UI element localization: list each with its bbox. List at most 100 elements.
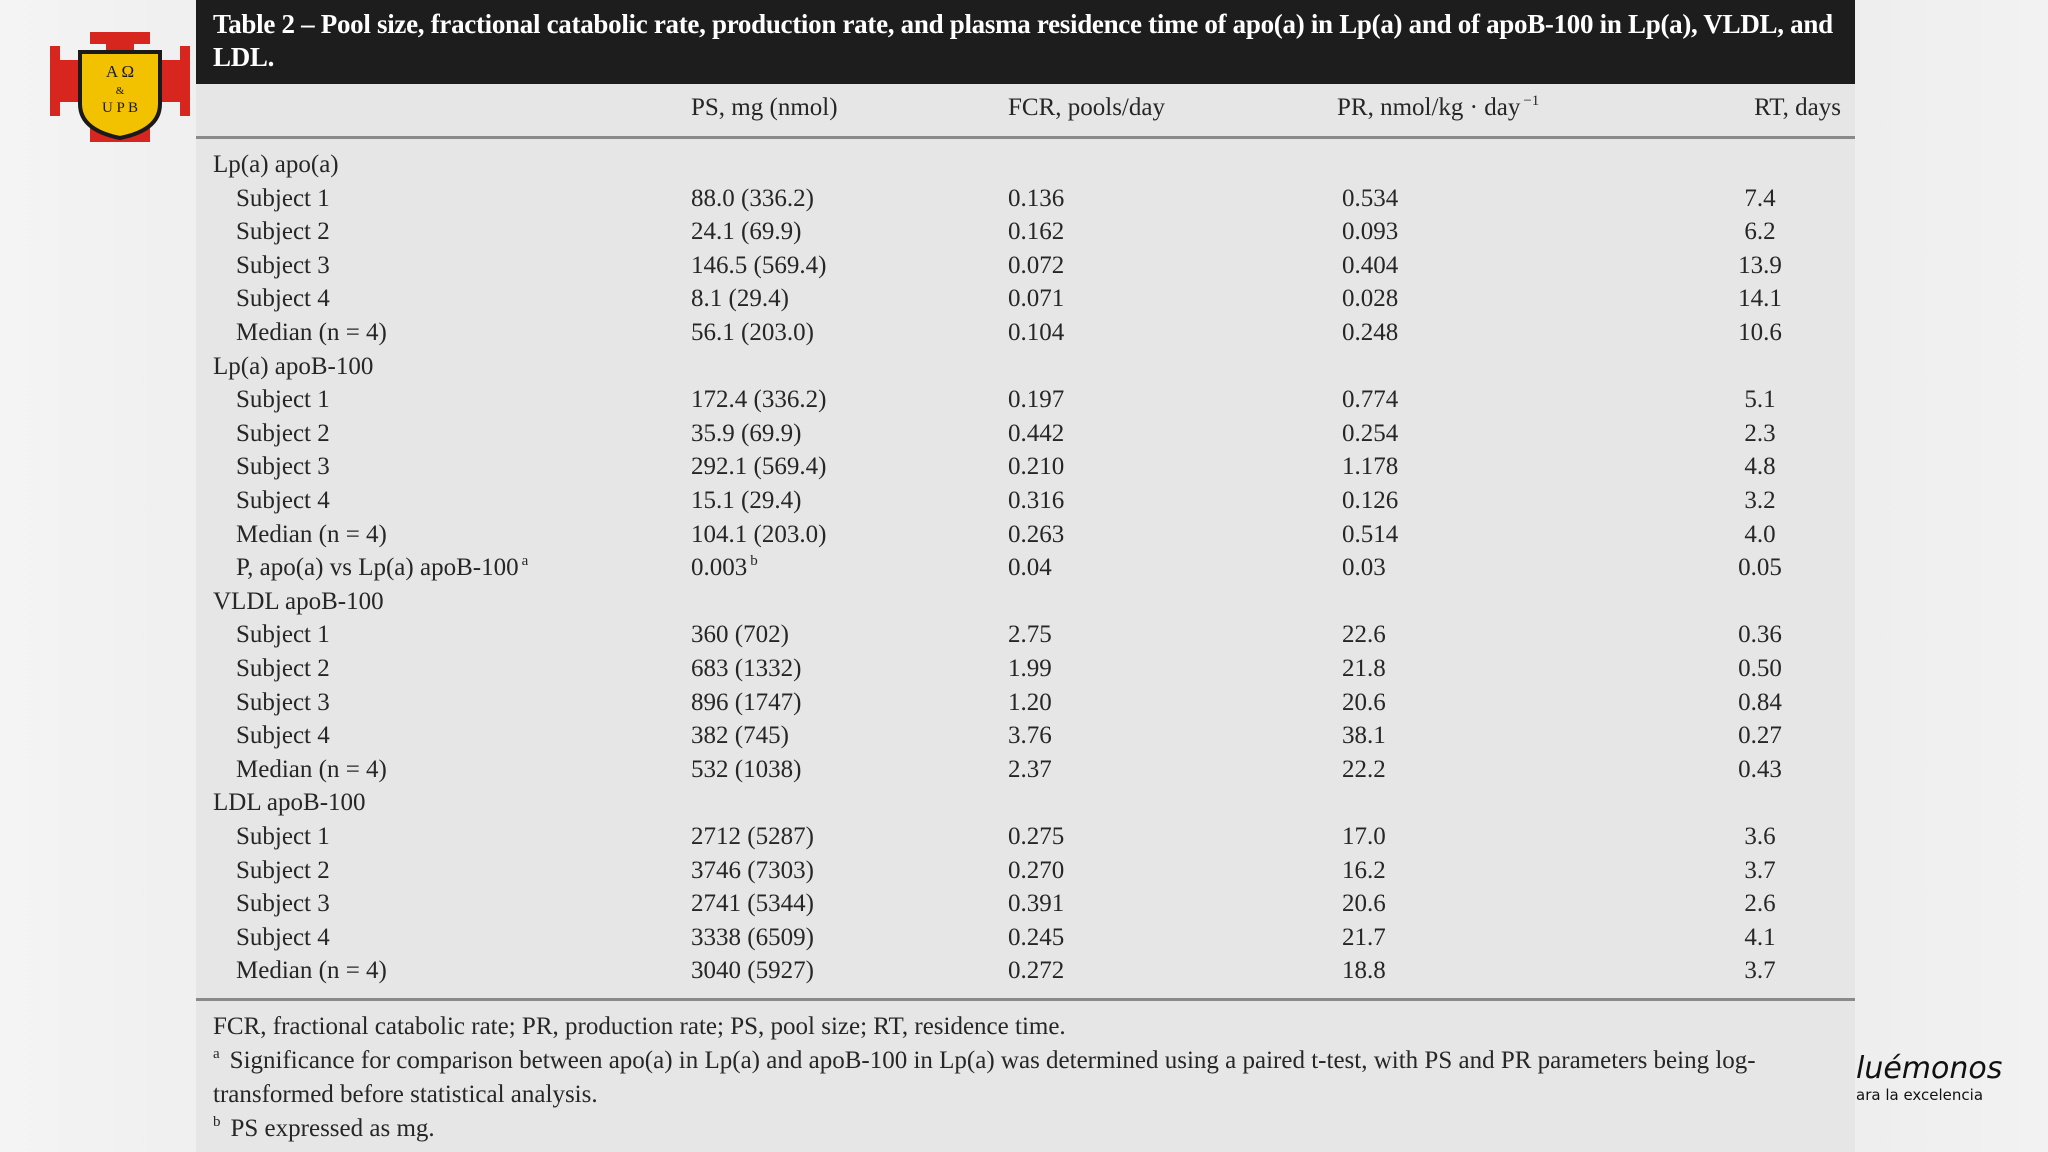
cell-text: Subject 2 [236,655,330,682]
section-label: Lp(a) apoB-100 [213,352,374,380]
cell: 22.2 [1342,755,1386,783]
cell: 0.27 [1738,722,1782,750]
cell: 0.028 [1342,285,1399,313]
cell: 0.071 [1008,285,1065,313]
cell: 2741 (5344) [691,890,814,918]
cell: 20.6 [1342,688,1386,716]
row-label: Subject 3 [236,452,330,482]
cell: 683 (1332) [691,655,802,682]
cell: 292.1 (569.4) [691,453,827,481]
cell-text: Subject 3 [236,890,330,918]
row-label: Subject 3 [236,889,330,919]
cell: 22.6 [1342,621,1386,649]
cell: 0.442 [1008,419,1065,447]
cell: 0.104 [1008,319,1065,346]
cell: 3338 (6509) [691,923,814,951]
row-label: Subject 1 [236,822,330,852]
cell-text: Median (n = 4) [236,520,387,548]
cell: 17.0 [1342,823,1386,850]
cell: 38.1 [1342,722,1386,750]
cell: 88.0 (336.2) [691,184,814,212]
header-rule [196,136,1855,139]
row-label: Median (n = 4) [236,318,387,348]
cell: 3.6 [1744,823,1776,850]
row-label: P, apo(a) vs Lp(a) apoB-100 a [236,553,528,583]
cell: 2.3 [1744,419,1776,447]
cell: 532 (1038) [691,755,802,783]
cell-text: Subject 4 [236,487,330,514]
cell: 2.37 [1008,755,1052,783]
row-label: Subject 2 [236,856,330,886]
logo: A Ω & U P B [50,32,190,142]
cell: 15.1 (29.4) [691,487,802,514]
row-label: Subject 2 [236,419,330,449]
superscript: −1 [1523,93,1540,109]
cell: 0.03 [1342,554,1386,582]
row-label: Median (n = 4) [236,520,387,550]
cell: 2.75 [1008,621,1052,649]
cell: 0.072 [1008,251,1065,279]
cell: 0.263 [1008,520,1065,548]
cell: 0.514 [1342,520,1399,548]
cell: 3.7 [1744,856,1776,884]
cell-text: 0.003 [691,554,748,582]
cell: 6.2 [1744,218,1776,246]
cell: 4.8 [1744,453,1776,481]
cell: 0.126 [1342,487,1399,514]
cell: 3.2 [1744,487,1776,514]
column-header: RT, days [1754,93,1841,123]
cell: 35.9 (69.9) [691,419,802,447]
cell: 0.162 [1008,218,1065,246]
column-header: PR, nmol/kg · day −1 [1337,93,1539,123]
cell: 0.534 [1342,184,1399,212]
cell: 24.1 (69.9) [691,218,802,246]
cell: 0.197 [1008,386,1065,414]
footnote: FCR, fractional catabolic rate; PR, prod… [213,1010,1843,1044]
footnotes: FCR, fractional catabolic rate; PR, prod… [213,1010,1843,1146]
table-title: Table 2 – Pool size, fractional cataboli… [213,9,1833,72]
cell: 3.7 [1744,957,1776,985]
table-panel [196,0,1855,1152]
cell-text: Subject 1 [236,386,330,414]
cell: 0.04 [1008,554,1052,582]
cell-text: Median (n = 4) [236,957,387,985]
cell: 0.84 [1738,688,1782,716]
cell: 0.43 [1738,755,1782,783]
cell: 0.36 [1738,621,1782,649]
bottom-rule [196,998,1855,1001]
row-label: Subject 2 [236,217,330,247]
cell: 0.272 [1008,957,1065,985]
cell: 4.1 [1744,923,1776,951]
cell: 0.270 [1008,856,1065,884]
cell: 4.0 [1744,520,1776,548]
cell: 1.20 [1008,688,1052,716]
cell: 104.1 (203.0) [691,520,827,548]
cell: 896 (1747) [691,688,802,716]
cell: 3746 (7303) [691,856,814,884]
cell-text: PR, nmol/kg · day [1337,94,1521,121]
cell: 18.8 [1342,957,1386,985]
cell: 360 (702) [691,621,789,649]
row-label: Subject 3 [236,251,330,281]
row-label: Subject 1 [236,620,330,650]
cell: 7.4 [1744,184,1776,212]
cell-text: Subject 1 [236,621,330,649]
row-label: Median (n = 4) [236,755,387,785]
cell: 21.7 [1342,923,1386,951]
cell: 3.76 [1008,722,1052,750]
cell: 0.093 [1342,218,1399,246]
cell: 0.05 [1738,554,1782,582]
cell-text: Subject 1 [236,184,330,212]
cell: 56.1 (203.0) [691,319,814,346]
superscript: a [521,553,529,570]
cell: 0.248 [1342,319,1399,346]
cell: 0.245 [1008,923,1065,951]
cell: 3040 (5927) [691,957,814,985]
cell: 13.9 [1738,251,1782,279]
row-label: Subject 3 [236,688,330,718]
cell-text: Subject 4 [236,722,330,750]
cell-text: Subject 4 [236,285,330,313]
row-label: Subject 4 [236,284,330,314]
cell-text: Median (n = 4) [236,319,387,346]
footnote-text: Significance for comparison between apo(… [213,1047,1756,1108]
